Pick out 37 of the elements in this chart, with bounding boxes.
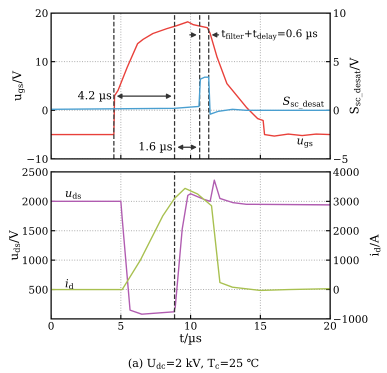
x-tick-label: 5	[118, 322, 124, 330]
series-label: i$_{d}$	[66, 279, 74, 290]
y-tick-label: 20	[36, 9, 48, 18]
y2-tick-label: 0	[334, 286, 339, 294]
y2-tick-label: 1000	[334, 256, 359, 264]
y2-tick-label: −1000	[334, 315, 368, 324]
y2-tick-label: 10	[334, 9, 346, 18]
x-axis-title: t/µs	[180, 334, 202, 345]
y-tick-label: 500	[29, 286, 48, 294]
y-tick-label: 2500	[22, 168, 48, 176]
y2-tick-label: −5	[334, 155, 348, 164]
y-tick-label: 2000	[22, 198, 48, 206]
text: (a) U$_{dc}$=2 kV, T$_{c}$=25 ℃	[128, 358, 258, 369]
y2-tick-label: 5	[334, 58, 339, 66]
x-tick-label: 10	[185, 322, 197, 330]
x-tick-label: 0	[48, 322, 54, 330]
annotation: 4.2 µs	[78, 91, 112, 102]
annotation: t$_{filter}$+t$_{delay}$=0.6 µs	[222, 29, 318, 40]
y2-tick-label: 3000	[334, 198, 359, 206]
annotation: 1.6 µs	[140, 142, 172, 153]
x-tick-label: 20	[324, 322, 336, 330]
y2-tick-label: 4000	[333, 168, 359, 176]
y2-axis-title: S$_{sc_desat}$/V	[350, 58, 362, 114]
y-axis-title: u$_{ds}$/V	[9, 230, 20, 260]
y-axis-title: u$_{gs}$/V	[12, 70, 25, 101]
y2-axis-title: i$_{d}$/A	[370, 234, 380, 256]
series-label: u$_{gs}$	[297, 138, 312, 148]
y-tick-label: 1000	[23, 256, 48, 264]
x-tick-label: 15	[255, 322, 266, 330]
y2-tick-label: 0	[334, 106, 339, 114]
series-label: S$_{sc_desat}$	[282, 96, 324, 108]
y-tick-label: 1500	[23, 226, 48, 235]
y-tick-label: −10	[27, 155, 48, 164]
series-label: u$_{ds}$	[66, 191, 81, 199]
y2-tick-label: 2000	[334, 226, 359, 235]
y-tick-label: 10	[36, 58, 48, 66]
y-tick-label: 0	[42, 106, 48, 114]
